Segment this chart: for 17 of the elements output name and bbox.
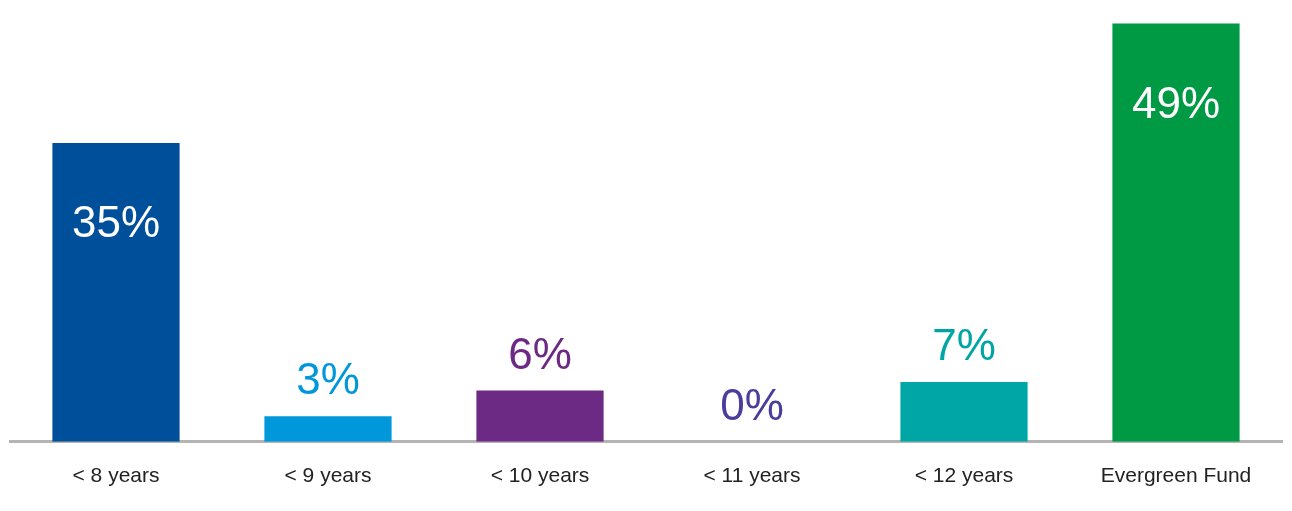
x-tick-label: Evergreen Fund <box>1100 463 1252 487</box>
bar <box>476 390 604 442</box>
data-label: 7% <box>932 320 996 370</box>
x-tick-label: < 12 years <box>914 463 1014 487</box>
bar <box>52 143 180 442</box>
bar <box>1112 23 1240 442</box>
data-label: 6% <box>508 328 572 378</box>
data-label: 49% <box>1131 77 1221 127</box>
x-tick-label: < 8 years <box>72 463 160 487</box>
bar <box>900 382 1028 442</box>
x-tick-label: < 9 years <box>284 463 372 487</box>
bar <box>264 416 392 442</box>
data-label: 35% <box>71 197 161 247</box>
x-tick-label: < 10 years <box>490 463 590 487</box>
data-label: 0% <box>720 379 784 429</box>
data-label: 3% <box>296 354 360 404</box>
x-tick-label: < 11 years <box>703 463 801 487</box>
